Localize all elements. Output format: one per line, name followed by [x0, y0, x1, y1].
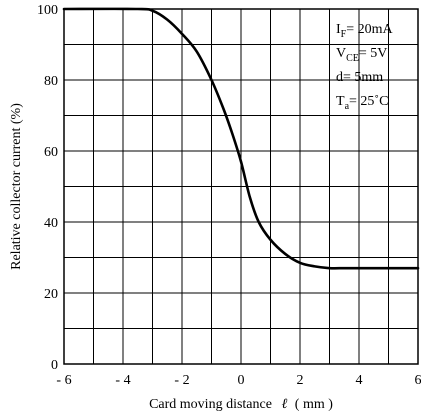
- condition-annotation: Ta= 25˚C: [336, 94, 388, 112]
- y-tick-label: 20: [44, 287, 58, 302]
- y-tick-label: 0: [51, 358, 58, 373]
- y-tick-label: 80: [44, 74, 58, 89]
- y-tick-label: 40: [44, 216, 58, 231]
- x-tick-label: 0: [238, 373, 245, 388]
- x-axis-label-text: Card moving distance: [149, 397, 272, 412]
- y-tick-label: 60: [44, 145, 58, 160]
- condition-annotation: IF= 20mA: [336, 22, 394, 40]
- x-tick-label: 2: [297, 373, 304, 388]
- x-tick-labels: - 6 - 4 - 2 0 2 4 6: [56, 373, 421, 388]
- x-tick-label: 4: [356, 373, 363, 388]
- x-axis-label: Card moving distance ℓ ( mm ): [149, 397, 333, 412]
- x-tick-label: 6: [415, 373, 421, 388]
- x-tick-label: - 2: [174, 373, 189, 388]
- condition-annotation: d= 5mm: [336, 70, 383, 85]
- x-axis-label-unit: ( mm ): [295, 397, 333, 412]
- y-tick-labels: 0 20 40 60 80 100: [37, 3, 58, 373]
- x-tick-label: - 6: [56, 373, 71, 388]
- x-tick-label: - 4: [115, 373, 130, 388]
- condition-annotations: IF= 20mA VCE= 5V d= 5mm Ta= 25˚C: [336, 22, 394, 112]
- series-line: [62, 7, 420, 270]
- y-tick-label: 100: [37, 3, 58, 18]
- plot-frame: [63, 8, 419, 365]
- condition-annotation: VCE= 5V: [336, 46, 387, 64]
- y-axis-label: Relative collector current (%): [9, 103, 24, 270]
- x-axis-label-symbol: ℓ: [281, 397, 287, 412]
- grid-lines: [64, 9, 418, 364]
